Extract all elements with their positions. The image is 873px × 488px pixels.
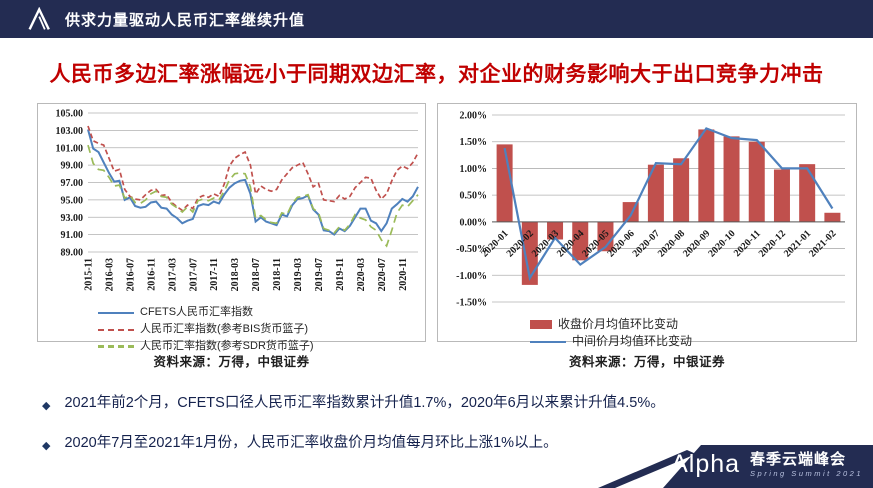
red-bar-swatch-icon — [530, 320, 552, 329]
charts-row: 89.00 91.00 93.00 95.00 97.00 99.00 101.00 103.… — [37, 103, 857, 370]
svg-text:2019-03: 2019-03 — [293, 258, 304, 291]
svg-text:2020-07: 2020-07 — [631, 228, 662, 259]
cfets-index-chart-panel: 89.00 91.00 93.00 95.00 97.00 99.00 101.00 103.… — [37, 103, 426, 352]
svg-text:2020-12: 2020-12 — [757, 228, 788, 259]
svg-text:2018-03: 2018-03 — [230, 258, 241, 291]
svg-text:2016-07: 2016-07 — [125, 258, 136, 291]
footer-banner-shape — [598, 445, 873, 488]
legend-label: CFETS人民币汇率指数 — [140, 306, 254, 318]
source-note-right: 资料来源：万得，中银证券 — [568, 355, 725, 369]
svg-text:2017-03: 2017-03 — [167, 258, 178, 291]
bullet-text: 2021年前2个月，CFETS口径人民币汇率指数累计升值1.7%，2020年6月… — [64, 395, 665, 411]
svg-text:0.50%: 0.50% — [460, 191, 488, 202]
svg-text:89.00: 89.00 — [61, 248, 84, 259]
svg-text:2021-01: 2021-01 — [782, 228, 813, 259]
blue-line-swatch-icon — [98, 311, 134, 314]
legend-label: 中间价月均值环比变动 — [572, 334, 693, 348]
svg-text:-1.50%: -1.50% — [456, 298, 487, 309]
svg-text:2020-10: 2020-10 — [706, 228, 737, 259]
footer-text: Alpha 春季云端峰会 Spring Summit 2021 — [671, 450, 863, 479]
svg-text:2015-11: 2015-11 — [84, 258, 95, 291]
header-bar: 供求力量驱动人民币汇率继续升值 — [0, 0, 873, 38]
svg-text:97.00: 97.00 — [61, 178, 84, 189]
mom-change-chart: 2.00% 1.50% 1.00% 0.50% 0.00% -0.50% -1.00% -1.… — [456, 111, 845, 309]
svg-text:-1.00%: -1.00% — [456, 271, 487, 282]
svg-text:93.00: 93.00 — [61, 213, 84, 224]
bullet-item: ◆ 2020年7月至2021年1月份，人民币汇率收盘价月均值每月环比上涨1%以上… — [42, 433, 832, 456]
svg-text:2018-07: 2018-07 — [251, 258, 262, 291]
green-dash-swatch-icon — [98, 345, 134, 348]
legend-item-sdr: 人民币汇率指数(参考SDR货币篮子) — [98, 338, 314, 355]
svg-text:101.00: 101.00 — [56, 143, 84, 154]
svg-text:2020-08: 2020-08 — [656, 228, 687, 259]
blue-line-swatch-icon — [530, 340, 566, 343]
legend-label: 人民币汇率指数(参考BIS货币篮子) — [140, 323, 309, 335]
left-chart-column: 89.00 91.00 93.00 95.00 97.00 99.00 101.00 103.… — [37, 103, 426, 370]
svg-text:2020-09: 2020-09 — [681, 228, 712, 259]
legend-label: 人民币汇率指数(参考SDR货币篮子) — [140, 340, 314, 352]
svg-text:2020-11: 2020-11 — [398, 258, 409, 291]
svg-text:-0.50%: -0.50% — [456, 244, 487, 255]
svg-text:2019-11: 2019-11 — [335, 258, 346, 291]
header-title: 供求力量驱动人民币汇率继续升值 — [65, 11, 306, 29]
mom-chart-legend: 收盘价月均值环比变动 中间价月均值环比变动 — [440, 316, 856, 350]
event-name-cn: 春季云端峰会 — [750, 450, 847, 468]
cfets-chart-legend: CFETS人民币汇率指数 人民币汇率指数(参考BIS货币篮子) 人民币汇率指数(… — [40, 304, 425, 355]
svg-text:95.00: 95.00 — [61, 195, 84, 206]
svg-text:1.50%: 1.50% — [460, 137, 488, 148]
svg-text:105.00: 105.00 — [56, 109, 84, 120]
svg-text:2019-07: 2019-07 — [314, 258, 325, 291]
event-name-block: 春季云端峰会 Spring Summit 2021 — [750, 451, 863, 479]
bullet-item: ◆ 2021年前2个月，CFETS口径人民币汇率指数累计升值1.7%，2020年… — [42, 393, 832, 416]
mom-change-chart-panel: 2.00% 1.50% 1.00% 0.50% 0.00% -0.50% -1.00% -1.… — [437, 103, 857, 348]
legend-item-central-parity: 中间价月均值环比变动 — [530, 333, 692, 350]
svg-text:91.00: 91.00 — [61, 230, 84, 241]
svg-text:0.00%: 0.00% — [460, 217, 488, 228]
page-title: 人民币多边汇率涨幅远小于同期双边汇率，对企业的财务影响大于出口竞争力冲击 — [49, 63, 824, 86]
event-name-en: Spring Summit 2021 — [750, 468, 863, 478]
diamond-bullet-icon: ◆ — [42, 400, 51, 412]
svg-text:2020-03: 2020-03 — [356, 258, 367, 291]
alpha-logo-icon — [28, 7, 50, 30]
svg-text:2.00%: 2.00% — [460, 111, 488, 122]
bullet-text: 2020年7月至2021年1月份，人民币汇率收盘价月均值每月环比上涨1%以上。 — [64, 435, 558, 451]
right-chart-column: 2.00% 1.50% 1.00% 0.50% 0.00% -0.50% -1.00% -1.… — [437, 103, 857, 370]
svg-text:2018-11: 2018-11 — [272, 258, 283, 291]
svg-text:2016-11: 2016-11 — [146, 258, 157, 291]
legend-label: 收盘价月均值环比变动 — [558, 317, 679, 331]
svg-text:2017-07: 2017-07 — [188, 258, 199, 291]
diamond-bullet-icon: ◆ — [42, 440, 51, 452]
svg-text:2020-07: 2020-07 — [377, 258, 388, 291]
svg-text:103.00: 103.00 — [56, 126, 84, 137]
svg-text:2016-03: 2016-03 — [104, 258, 115, 291]
cfets-index-chart: 89.00 91.00 93.00 95.00 97.00 99.00 101.00 103.… — [56, 109, 419, 291]
svg-text:1.00%: 1.00% — [460, 164, 488, 175]
legend-item-close-price: 收盘价月均值环比变动 — [530, 316, 678, 333]
legend-item-cfets: CFETS人民币汇率指数 — [98, 304, 253, 321]
svg-text:2017-11: 2017-11 — [209, 258, 220, 291]
alpha-wordmark: Alpha — [671, 450, 741, 478]
svg-text:99.00: 99.00 — [61, 161, 84, 172]
footer-banner: Alpha 春季云端峰会 Spring Summit 2021 — [583, 441, 873, 488]
legend-item-bis: 人民币汇率指数(参考BIS货币篮子) — [98, 321, 308, 338]
svg-text:2021-02: 2021-02 — [807, 228, 838, 259]
bullet-list: ◆ 2021年前2个月，CFETS口径人民币汇率指数累计升值1.7%，2020年… — [42, 393, 832, 473]
source-note-left: 资料来源：万得，中银证券 — [153, 355, 310, 369]
red-dash-swatch-icon — [98, 328, 134, 331]
